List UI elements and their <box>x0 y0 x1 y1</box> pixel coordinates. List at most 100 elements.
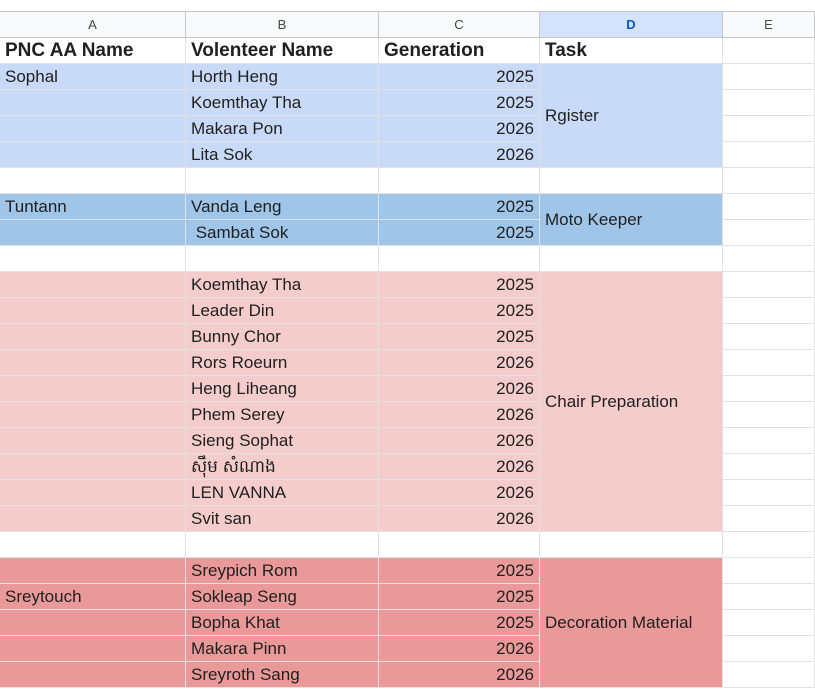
volunteer-name-cell[interactable]: Horth Heng <box>186 64 379 90</box>
generation-cell[interactable]: 2025 <box>379 272 540 298</box>
empty-cell[interactable] <box>723 454 815 480</box>
header-cell-e[interactable] <box>723 38 815 64</box>
generation-cell[interactable]: 2025 <box>379 298 540 324</box>
volunteer-name-cell[interactable]: Bopha Khat <box>186 610 379 636</box>
pnc-name-cell[interactable] <box>0 350 186 376</box>
volunteer-name-cell[interactable]: Sokleap Seng <box>186 584 379 610</box>
empty-cell[interactable] <box>723 116 815 142</box>
column-header-e[interactable]: E <box>723 11 815 38</box>
volunteer-name-cell[interactable]: ស៊ឹម សំណាង <box>186 454 379 480</box>
task-cell[interactable]: Moto Keeper <box>540 194 723 246</box>
empty-cell[interactable] <box>723 584 815 610</box>
generation-cell[interactable]: 2025 <box>379 194 540 220</box>
empty-cell[interactable] <box>723 506 815 532</box>
pnc-name-cell[interactable] <box>0 90 186 116</box>
generation-cell[interactable]: 2026 <box>379 636 540 662</box>
empty-cell[interactable] <box>723 298 815 324</box>
volunteer-name-cell[interactable]: Leader Din <box>186 298 379 324</box>
volunteer-name-cell[interactable]: Vanda Leng <box>186 194 379 220</box>
pnc-name-cell[interactable] <box>0 324 186 350</box>
volunteer-name-cell[interactable]: Heng Liheang <box>186 376 379 402</box>
empty-cell[interactable] <box>723 402 815 428</box>
empty-cell[interactable] <box>723 220 815 246</box>
empty-cell[interactable] <box>723 662 815 688</box>
generation-cell[interactable]: 2025 <box>379 610 540 636</box>
empty-cell[interactable] <box>540 246 723 272</box>
volunteer-name-cell[interactable]: Rors Roeurn <box>186 350 379 376</box>
column-header-c[interactable]: C <box>379 11 540 38</box>
volunteer-name-cell[interactable]: Makara Pon <box>186 116 379 142</box>
task-cell[interactable]: Decoration Material <box>540 558 723 688</box>
volunteer-name-cell[interactable]: Koemthay Tha <box>186 272 379 298</box>
pnc-name-cell[interactable] <box>0 506 186 532</box>
column-header-a[interactable]: A <box>0 11 186 38</box>
pnc-name-cell[interactable]: Tuntann <box>0 194 186 220</box>
header-cell-task[interactable]: Task <box>540 38 723 64</box>
empty-cell[interactable] <box>379 532 540 558</box>
empty-cell[interactable] <box>0 532 186 558</box>
empty-cell[interactable] <box>723 90 815 116</box>
empty-cell[interactable] <box>0 168 186 194</box>
pnc-name-cell[interactable]: Sophal <box>0 64 186 90</box>
pnc-name-cell[interactable] <box>0 480 186 506</box>
generation-cell[interactable]: 2026 <box>379 428 540 454</box>
generation-cell[interactable]: 2025 <box>379 220 540 246</box>
header-cell-pnc-name[interactable]: PNC AA Name <box>0 38 186 64</box>
empty-cell[interactable] <box>379 168 540 194</box>
generation-cell[interactable]: 2026 <box>379 402 540 428</box>
volunteer-name-cell[interactable]: Lita Sok <box>186 142 379 168</box>
volunteer-name-cell[interactable]: LEN VANNA <box>186 480 379 506</box>
generation-cell[interactable]: 2025 <box>379 324 540 350</box>
volunteer-name-cell[interactable]: Phem Serey <box>186 402 379 428</box>
column-header-b[interactable]: B <box>186 11 379 38</box>
generation-cell[interactable]: 2025 <box>379 584 540 610</box>
generation-cell[interactable]: 2026 <box>379 142 540 168</box>
column-header-d[interactable]: D <box>540 11 723 38</box>
empty-cell[interactable] <box>723 168 815 194</box>
empty-cell[interactable] <box>723 376 815 402</box>
pnc-name-cell[interactable] <box>0 142 186 168</box>
pnc-name-cell[interactable] <box>0 376 186 402</box>
volunteer-name-cell[interactable]: Makara Pinn <box>186 636 379 662</box>
generation-cell[interactable]: 2025 <box>379 64 540 90</box>
empty-cell[interactable] <box>379 246 540 272</box>
empty-cell[interactable] <box>723 532 815 558</box>
empty-cell[interactable] <box>723 558 815 584</box>
empty-cell[interactable] <box>723 272 815 298</box>
volunteer-name-cell[interactable]: Sreyroth Sang <box>186 662 379 688</box>
empty-cell[interactable] <box>723 350 815 376</box>
generation-cell[interactable]: 2026 <box>379 454 540 480</box>
volunteer-name-cell[interactable]: Svit san <box>186 506 379 532</box>
empty-cell[interactable] <box>186 168 379 194</box>
empty-cell[interactable] <box>723 194 815 220</box>
generation-cell[interactable]: 2026 <box>379 662 540 688</box>
task-cell[interactable]: Chair Preparation <box>540 272 723 532</box>
empty-cell[interactable] <box>723 480 815 506</box>
generation-cell[interactable]: 2026 <box>379 480 540 506</box>
generation-cell[interactable]: 2026 <box>379 506 540 532</box>
generation-cell[interactable]: 2026 <box>379 116 540 142</box>
empty-cell[interactable] <box>723 246 815 272</box>
empty-cell[interactable] <box>723 610 815 636</box>
empty-cell[interactable] <box>723 142 815 168</box>
pnc-name-cell[interactable] <box>0 558 186 584</box>
generation-cell[interactable]: 2026 <box>379 350 540 376</box>
empty-cell[interactable] <box>723 636 815 662</box>
empty-cell[interactable] <box>540 168 723 194</box>
pnc-name-cell[interactable] <box>0 610 186 636</box>
volunteer-name-cell[interactable]: Sreypich Rom <box>186 558 379 584</box>
generation-cell[interactable]: 2025 <box>379 558 540 584</box>
header-cell-generation[interactable]: Generation <box>379 38 540 64</box>
pnc-name-cell[interactable] <box>0 662 186 688</box>
task-cell[interactable]: Rgister <box>540 64 723 168</box>
empty-cell[interactable] <box>723 428 815 454</box>
volunteer-name-cell[interactable]: Koemthay Tha <box>186 90 379 116</box>
pnc-name-cell[interactable] <box>0 428 186 454</box>
pnc-name-cell[interactable] <box>0 272 186 298</box>
pnc-name-cell[interactable] <box>0 116 186 142</box>
generation-cell[interactable]: 2026 <box>379 376 540 402</box>
volunteer-name-cell[interactable]: Sieng Sophat <box>186 428 379 454</box>
empty-cell[interactable] <box>723 324 815 350</box>
pnc-name-cell[interactable] <box>0 402 186 428</box>
empty-cell[interactable] <box>186 532 379 558</box>
